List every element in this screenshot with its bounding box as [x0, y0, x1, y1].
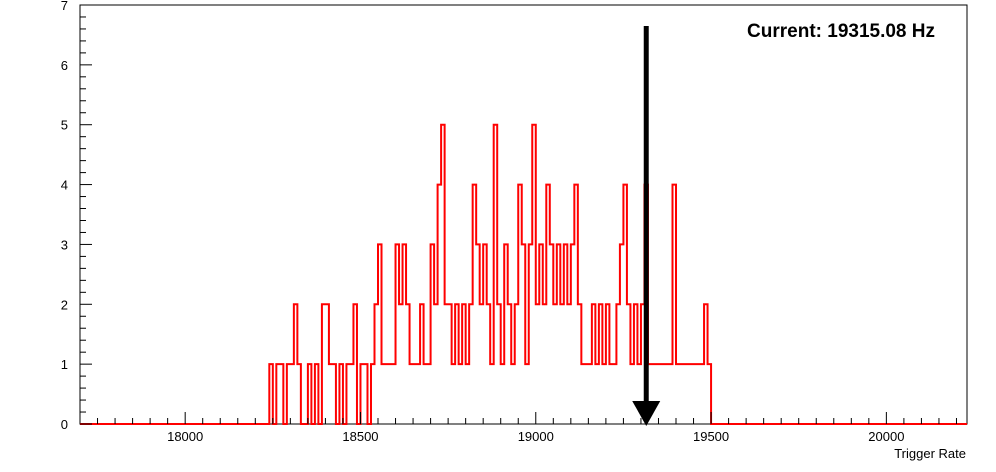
plot-frame [79, 4, 968, 425]
y-tick-label: 5 [61, 118, 68, 133]
y-tick-label: 2 [61, 297, 68, 312]
y-tick-label: 1 [61, 357, 68, 372]
x-axis: 18000 18500 19000 19500 20000 [97, 412, 957, 444]
histogram-series [80, 123, 967, 425]
x-tick-label: 18500 [342, 429, 378, 444]
marker-arrow-head [632, 401, 661, 426]
x-tick-label: 18000 [167, 429, 203, 444]
y-tick-label: 6 [61, 58, 68, 73]
histogram-step-line [80, 123, 967, 425]
current-value-marker [632, 26, 661, 426]
current-rate-label: Current: 19315.08 Hz [747, 21, 935, 42]
y-tick-label: 3 [61, 237, 68, 252]
x-tick-label: 19000 [518, 429, 554, 444]
y-tick-label: 4 [61, 178, 68, 193]
x-tick-label: 19500 [693, 429, 729, 444]
y-tick-label: 7 [61, 0, 68, 13]
x-tick-label: 20000 [868, 429, 904, 444]
x-axis-title: Trigger Rate [894, 446, 966, 461]
y-tick-label: 0 [61, 417, 68, 432]
y-axis: 0 1 2 3 4 5 6 7 [61, 0, 92, 432]
